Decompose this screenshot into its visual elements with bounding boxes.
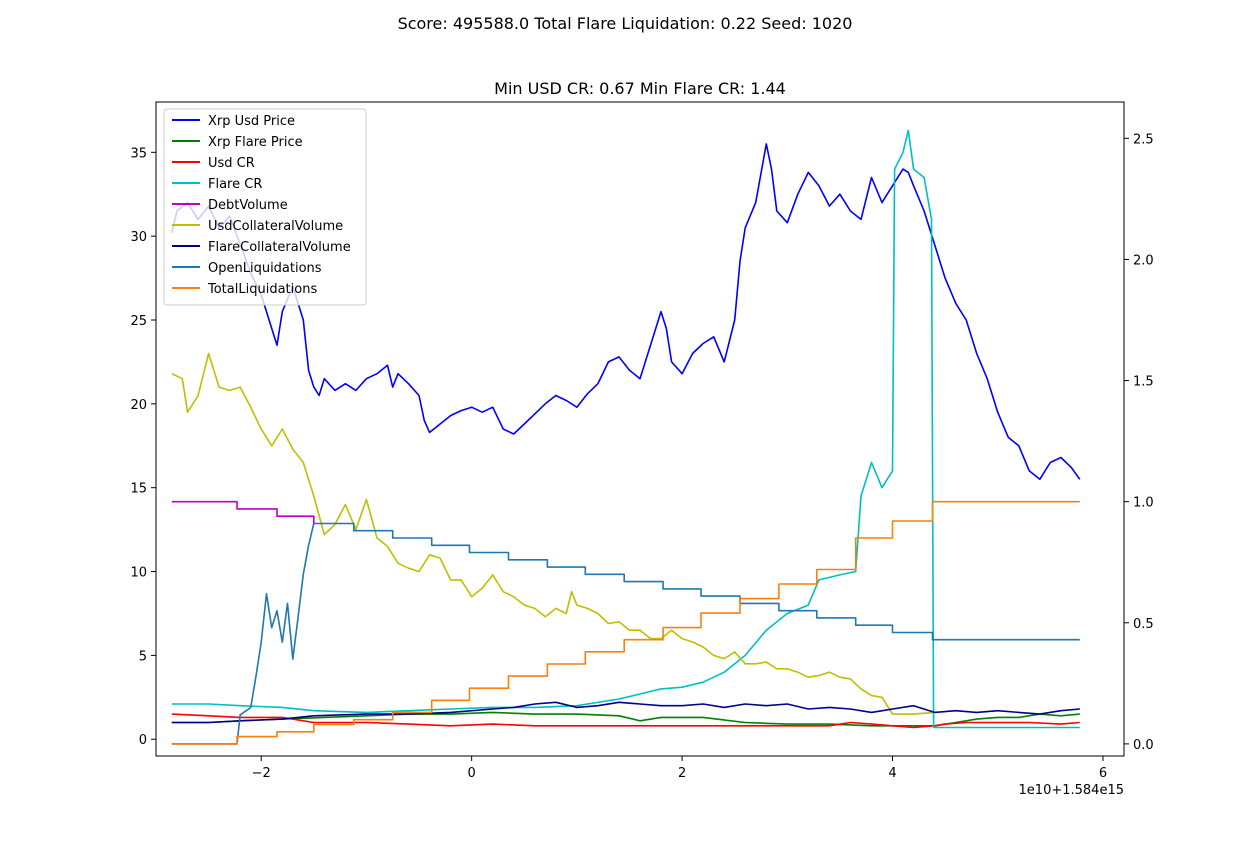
y-left-tick-label: 5 [139, 649, 147, 664]
y-right-tick-label: 2.0 [1133, 253, 1154, 268]
legend-label: DebtVolume [208, 198, 288, 213]
y-left-tick-label: 20 [130, 398, 147, 413]
legend-label: Xrp Usd Price [208, 114, 295, 129]
axes-frame [155, 101, 1125, 757]
y-left-tick-label: 0 [139, 733, 147, 748]
legend-label: FlareCollateralVolume [208, 240, 351, 255]
y-right-tick-label: 1.5 [1133, 375, 1154, 390]
x-tick-label: 2 [678, 766, 686, 781]
legend-label: Xrp Flare Price [208, 135, 303, 150]
figure-suptitle: Score: 495588.0 Total Flare Liquidation:… [397, 14, 853, 33]
x-tick-label: 4 [888, 766, 896, 781]
series-line-flarecollateralvolume [171, 701, 1080, 724]
y-left-tick-label: 15 [130, 482, 147, 497]
x-tick-label: −2 [252, 766, 271, 781]
y-right-tick-label: 0.5 [1133, 617, 1154, 632]
y-right-tick-label: 1.0 [1133, 496, 1154, 511]
series-line-xrp-flare-price [171, 711, 1080, 727]
legend-label: Usd CR [208, 156, 255, 171]
y-left-tick-label: 10 [130, 566, 147, 581]
x-tick-label: 0 [468, 766, 476, 781]
series-line-totalliquidations [171, 500, 1080, 745]
y-right-tick-label: 2.5 [1133, 132, 1154, 147]
series-line-xrp-usd-price [171, 143, 1081, 481]
tick-layer: −2 0 2 4 6 0 5 10 15 20 25 30 35 0.0 0.5 1.0 1.5 2.0 2.5 [130, 132, 1153, 781]
series-line-flare-cr [171, 129, 1080, 729]
legend-label: TotalLiquidations [207, 282, 317, 297]
legend: Xrp Usd Price Xrp Flare Price Usd CR Flare … [163, 108, 367, 306]
y-left-tick-label: 30 [130, 230, 147, 245]
y-left-tick-label: 35 [130, 146, 147, 161]
y-left-tick-label: 25 [130, 314, 147, 329]
legend-label: Flare CR [208, 177, 262, 192]
legend-label: UsdCollateralVolume [208, 219, 343, 234]
x-tick-label: 6 [1099, 766, 1107, 781]
legend-label: OpenLiquidations [208, 261, 322, 276]
series-line-debtvolume [171, 500, 315, 524]
series-line-openliquidations [171, 522, 1080, 745]
series-line-usdcollateralvolume [171, 352, 935, 715]
axes-title: Min USD CR: 0.67 Min Flare CR: 1.44 [494, 79, 786, 98]
x-offset-label: 1e10+1.584e15 [1019, 783, 1124, 798]
y-right-tick-label: 0.0 [1133, 738, 1154, 753]
legend-frame [163, 108, 367, 306]
series-layer [171, 129, 1081, 745]
series-line-usd-cr [171, 713, 1080, 729]
